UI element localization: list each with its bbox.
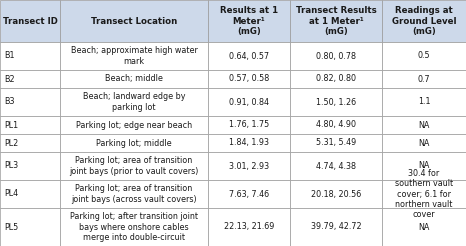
Bar	[208, 42, 290, 70]
Bar	[60, 208, 208, 246]
Text: 0.64, 0.57: 0.64, 0.57	[229, 51, 269, 61]
Bar	[208, 152, 290, 180]
Text: PL5: PL5	[4, 222, 18, 231]
Text: NA: NA	[418, 121, 430, 129]
Bar	[290, 134, 382, 152]
Bar	[290, 208, 382, 246]
Bar	[290, 180, 382, 208]
Bar	[60, 70, 208, 88]
Text: PL2: PL2	[4, 138, 18, 148]
Bar	[0, 208, 60, 246]
Bar	[382, 116, 466, 134]
Bar	[60, 88, 208, 116]
Bar	[60, 116, 208, 134]
Bar	[382, 208, 466, 246]
Bar	[208, 0, 290, 42]
Text: Readings at
Ground Level
(mG): Readings at Ground Level (mG)	[392, 6, 456, 36]
Bar	[382, 134, 466, 152]
Text: Parking lot; after transition joint
bays where onshore cables
merge into double-: Parking lot; after transition joint bays…	[70, 212, 198, 242]
Bar	[208, 134, 290, 152]
Bar	[382, 0, 466, 42]
Text: NA: NA	[418, 222, 430, 231]
Bar	[0, 88, 60, 116]
Text: 7.63, 7.46: 7.63, 7.46	[229, 189, 269, 199]
Text: NA: NA	[418, 162, 430, 170]
Bar	[382, 180, 466, 208]
Bar	[290, 42, 382, 70]
Text: 0.80, 0.78: 0.80, 0.78	[316, 51, 356, 61]
Text: 4.74, 4.38: 4.74, 4.38	[316, 162, 356, 170]
Bar	[290, 152, 382, 180]
Text: PL4: PL4	[4, 189, 18, 199]
Text: Beach; landward edge by
parking lot: Beach; landward edge by parking lot	[83, 92, 185, 112]
Bar	[60, 152, 208, 180]
Text: 39.79, 42.72: 39.79, 42.72	[311, 222, 361, 231]
Text: 1.76, 1.75: 1.76, 1.75	[229, 121, 269, 129]
Bar	[382, 88, 466, 116]
Text: 0.91, 0.84: 0.91, 0.84	[229, 97, 269, 107]
Bar	[290, 0, 382, 42]
Text: 0.57, 0.58: 0.57, 0.58	[229, 75, 269, 83]
Text: 30.4 for
southern vault
cover; 6.1 for
northern vault
cover: 30.4 for southern vault cover; 6.1 for n…	[395, 169, 453, 219]
Text: NA: NA	[418, 138, 430, 148]
Text: 0.5: 0.5	[418, 51, 430, 61]
Text: PL3: PL3	[4, 162, 18, 170]
Text: 0.82, 0.80: 0.82, 0.80	[316, 75, 356, 83]
Text: Parking lot; edge near beach: Parking lot; edge near beach	[76, 121, 192, 129]
Text: Transect Results
at 1 Meter¹
(mG): Transect Results at 1 Meter¹ (mG)	[295, 6, 377, 36]
Bar	[0, 70, 60, 88]
Bar	[0, 116, 60, 134]
Text: B2: B2	[4, 75, 14, 83]
Bar	[290, 116, 382, 134]
Text: 1.1: 1.1	[418, 97, 430, 107]
Text: 0.7: 0.7	[418, 75, 430, 83]
Text: Transect ID: Transect ID	[2, 16, 57, 26]
Text: Beach; middle: Beach; middle	[105, 75, 163, 83]
Bar	[60, 134, 208, 152]
Text: Beach; approximate high water
mark: Beach; approximate high water mark	[70, 46, 198, 66]
Bar	[208, 88, 290, 116]
Text: 5.31, 5.49: 5.31, 5.49	[316, 138, 356, 148]
Text: 3.01, 2.93: 3.01, 2.93	[229, 162, 269, 170]
Bar	[0, 0, 60, 42]
Text: Results at 1
Meter¹
(mG): Results at 1 Meter¹ (mG)	[220, 6, 278, 36]
Bar	[290, 88, 382, 116]
Text: B1: B1	[4, 51, 14, 61]
Text: 1.50, 1.26: 1.50, 1.26	[316, 97, 356, 107]
Bar	[208, 180, 290, 208]
Bar	[60, 42, 208, 70]
Bar	[0, 134, 60, 152]
Bar	[208, 116, 290, 134]
Text: 1.84, 1.93: 1.84, 1.93	[229, 138, 269, 148]
Bar	[290, 70, 382, 88]
Text: B3: B3	[4, 97, 14, 107]
Bar	[60, 180, 208, 208]
Bar	[60, 0, 208, 42]
Text: 22.13, 21.69: 22.13, 21.69	[224, 222, 274, 231]
Text: Transect Location: Transect Location	[91, 16, 177, 26]
Text: Parking lot; middle: Parking lot; middle	[96, 138, 172, 148]
Text: Parking lot; area of transition
joint bays (prior to vault covers): Parking lot; area of transition joint ba…	[69, 156, 199, 176]
Bar	[0, 152, 60, 180]
Text: 20.18, 20.56: 20.18, 20.56	[311, 189, 361, 199]
Text: Parking lot; area of transition
joint bays (across vault covers): Parking lot; area of transition joint ba…	[71, 184, 197, 204]
Text: 4.80, 4.90: 4.80, 4.90	[316, 121, 356, 129]
Bar	[208, 70, 290, 88]
Text: PL1: PL1	[4, 121, 18, 129]
Bar	[208, 208, 290, 246]
Bar	[382, 70, 466, 88]
Bar	[382, 42, 466, 70]
Bar	[0, 180, 60, 208]
Bar	[0, 42, 60, 70]
Bar	[382, 152, 466, 180]
